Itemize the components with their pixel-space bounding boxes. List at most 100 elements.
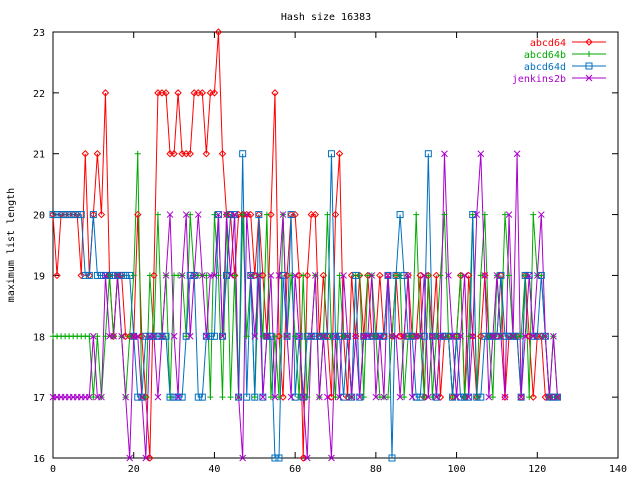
data-point-abcd64b: [267, 394, 274, 401]
data-point-abcd64d: [529, 332, 537, 340]
data-point-abcd64d: [533, 332, 541, 340]
data-point-abcd64: [198, 89, 207, 97]
data-point-abcd64: [347, 271, 356, 280]
data-point-abcd64d: [158, 332, 166, 340]
data-point-abcd64b: [324, 211, 331, 218]
data-point-abcd64d: [219, 332, 226, 340]
data-point-abcd64: [109, 332, 118, 340]
data-point-abcd64: [162, 89, 170, 97]
data-point-jenkins2b: [469, 332, 477, 340]
legend-marker: [585, 74, 593, 82]
data-point-abcd64d: [340, 393, 348, 401]
data-point-abcd64b: [526, 394, 533, 401]
data-point-jenkins2b: [408, 393, 416, 401]
data-point-abcd64d: [81, 271, 89, 279]
data-point-jenkins2b: [235, 393, 242, 401]
data-point-abcd64b: [203, 272, 210, 279]
data-point-abcd64d: [537, 271, 545, 279]
data-point-abcd64d: [400, 271, 408, 279]
data-point-jenkins2b: [396, 393, 404, 401]
data-point-jenkins2b: [537, 211, 545, 218]
data-point-abcd64d: [493, 332, 501, 340]
data-point-abcd64: [400, 332, 408, 340]
data-point-abcd64: [259, 271, 267, 280]
data-point-jenkins2b: [424, 393, 432, 401]
data-point-abcd64b: [477, 272, 484, 279]
data-point-abcd64d: [553, 393, 561, 401]
data-point-jenkins2b: [299, 393, 307, 401]
y-tick-label: 18: [33, 332, 45, 343]
data-point-abcd64d: [461, 393, 469, 401]
data-point-abcd64d: [186, 271, 194, 279]
data-point-abcd64b: [453, 333, 460, 340]
data-point-abcd64d: [299, 393, 307, 401]
data-point-jenkins2b: [529, 332, 537, 340]
data-point-abcd64d: [457, 393, 465, 401]
data-point-abcd64: [291, 210, 299, 219]
data-point-abcd64d: [360, 332, 368, 340]
legend-label: abcd64b: [524, 50, 566, 61]
data-point-abcd64: [412, 332, 420, 340]
data-point-abcd64d: [210, 332, 218, 340]
data-point-jenkins2b: [90, 332, 97, 340]
data-point-jenkins2b: [295, 332, 303, 340]
x-tick-label: 120: [528, 464, 546, 475]
data-point-abcd64d: [384, 271, 392, 279]
data-point-abcd64: [319, 271, 328, 280]
data-point-abcd64b: [154, 211, 161, 218]
data-point-abcd64d: [194, 393, 202, 401]
data-point-abcd64: [267, 210, 275, 219]
data-point-abcd64d: [190, 271, 198, 279]
data-point-abcd64b: [276, 394, 282, 401]
data-point-jenkins2b: [340, 272, 347, 279]
data-point-abcd64d: [166, 393, 174, 401]
data-point-abcd64b: [445, 333, 452, 340]
data-point-abcd64: [275, 332, 283, 340]
data-point-abcd64: [404, 271, 412, 280]
data-point-abcd64b: [522, 272, 529, 279]
data-point-jenkins2b: [215, 211, 222, 218]
data-point-jenkins2b: [533, 272, 541, 279]
data-point-jenkins2b: [420, 272, 428, 279]
data-point-abcd64d: [271, 454, 279, 462]
data-point-abcd64b: [401, 394, 408, 401]
data-point-abcd64d: [291, 393, 299, 401]
data-point-jenkins2b: [465, 393, 473, 401]
legend-label: abcd64d: [524, 62, 566, 73]
data-point-abcd64b: [90, 394, 97, 401]
legend-label: abcd64: [530, 38, 566, 49]
data-point-abcd64b: [271, 333, 278, 340]
data-point-jenkins2b: [138, 393, 146, 401]
data-point-abcd64b: [239, 211, 246, 218]
data-point-jenkins2b: [384, 272, 392, 279]
data-point-jenkins2b: [550, 332, 557, 340]
series-line-abcd64d: [53, 153, 558, 459]
data-point-abcd64b: [485, 333, 492, 340]
data-point-abcd64: [279, 393, 287, 401]
data-point-abcd64d: [420, 332, 428, 340]
data-point-abcd64: [420, 393, 428, 401]
data-point-abcd64d: [243, 393, 251, 401]
data-point-abcd64d: [408, 332, 416, 340]
data-point-abcd64d: [465, 393, 473, 401]
data-point-abcd64: [356, 271, 364, 280]
data-point-abcd64b: [219, 394, 226, 401]
data-point-abcd64d: [130, 332, 138, 340]
data-point-abcd64b: [94, 333, 101, 340]
data-point-jenkins2b: [198, 272, 206, 279]
data-point-jenkins2b: [291, 272, 299, 279]
y-axis-label: maximum list length: [6, 188, 17, 302]
data-point-abcd64b: [502, 211, 508, 218]
data-point-abcd64d: [227, 211, 235, 219]
chart-title: Hash size 16383: [281, 12, 371, 23]
data-point-abcd64d: [549, 393, 557, 401]
data-point-abcd64b: [372, 333, 379, 340]
data-point-abcd64: [424, 271, 433, 280]
data-point-abcd64d: [481, 332, 489, 340]
data-point-abcd64d: [545, 393, 553, 401]
x-tick-label: 80: [370, 464, 382, 475]
data-point-abcd64: [53, 271, 61, 280]
data-point-jenkins2b: [404, 272, 412, 279]
y-tick-label: 22: [33, 89, 45, 100]
